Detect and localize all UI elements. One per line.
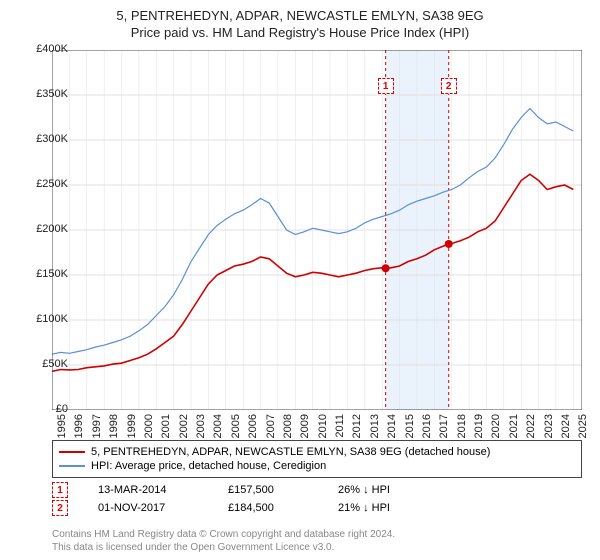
y-tick-label: £350K <box>22 88 68 100</box>
footer-line: Contains HM Land Registry data © Crown c… <box>52 528 582 541</box>
legend-label: HPI: Average price, detached house, Cere… <box>91 460 326 472</box>
y-tick-label: £400K <box>22 43 68 55</box>
sale-delta: 21% ↓ HPI <box>338 502 390 514</box>
sale-delta: 26% ↓ HPI <box>338 484 390 496</box>
y-tick-label: £100K <box>22 313 68 325</box>
y-tick-label: £300K <box>22 133 68 145</box>
chart-container: 5, PENTREHEDYN, ADPAR, NEWCASTLE EMLYN, … <box>0 0 600 560</box>
sale-price: £157,500 <box>228 484 308 496</box>
footer: Contains HM Land Registry data © Crown c… <box>52 528 582 554</box>
legend-swatch <box>59 451 85 453</box>
sales-block: 1 13-MAR-2014 £157,500 26% ↓ HPI 2 01-NO… <box>52 481 582 517</box>
sale-date: 13-MAR-2014 <box>98 484 198 496</box>
chart-subtitle: Price paid vs. HM Land Registry's House … <box>0 25 600 40</box>
sale-price: £184,500 <box>228 502 308 514</box>
chart-svg <box>52 50 582 410</box>
legend-row: 5, PENTREHEDYN, ADPAR, NEWCASTLE EMLYN, … <box>59 445 575 459</box>
legend-label: 5, PENTREHEDYN, ADPAR, NEWCASTLE EMLYN, … <box>91 446 490 458</box>
legend-box: 5, PENTREHEDYN, ADPAR, NEWCASTLE EMLYN, … <box>52 440 582 478</box>
y-tick-label: £200K <box>22 223 68 235</box>
marker-label-box: 2 <box>441 78 457 94</box>
y-tick-label: £50K <box>22 358 68 370</box>
chart-area <box>52 50 582 410</box>
title-block: 5, PENTREHEDYN, ADPAR, NEWCASTLE EMLYN, … <box>0 0 600 40</box>
sale-date: 01-NOV-2017 <box>98 502 198 514</box>
y-tick-label: £250K <box>22 178 68 190</box>
sale-row: 2 01-NOV-2017 £184,500 21% ↓ HPI <box>52 499 582 517</box>
chart-title: 5, PENTREHEDYN, ADPAR, NEWCASTLE EMLYN, … <box>0 8 600 23</box>
marker-label-box: 1 <box>378 78 394 94</box>
sale-marker: 2 <box>52 500 68 516</box>
legend-row: HPI: Average price, detached house, Cere… <box>59 459 575 473</box>
legend-swatch <box>59 465 85 467</box>
sale-marker: 1 <box>52 482 68 498</box>
footer-line: This data is licensed under the Open Gov… <box>52 541 582 554</box>
sale-row: 1 13-MAR-2014 £157,500 26% ↓ HPI <box>52 481 582 499</box>
y-tick-label: £150K <box>22 268 68 280</box>
